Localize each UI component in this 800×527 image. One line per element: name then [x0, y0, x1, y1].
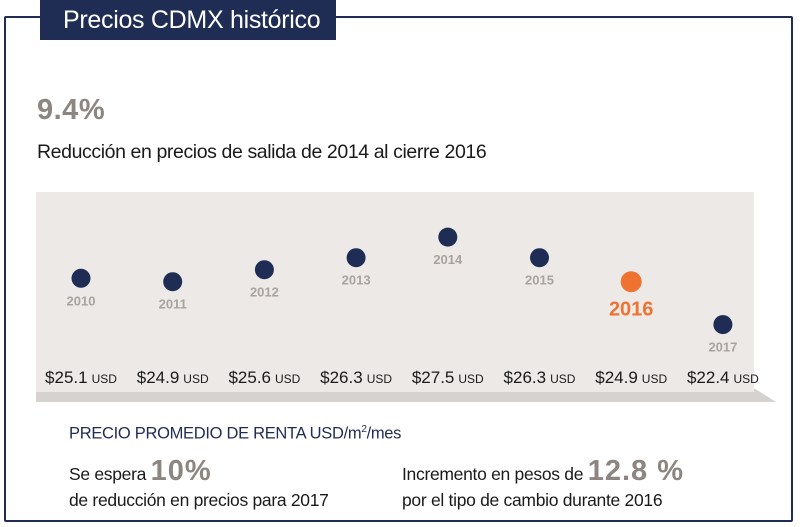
note-left-pre: Se espera	[69, 464, 147, 484]
year-label-2013: 2013	[342, 273, 371, 288]
value-label-2016: $24.9 USD	[595, 368, 667, 387]
note-left-highlight: 10%	[150, 455, 212, 487]
value-label-2014: $27.5 USD	[412, 368, 484, 387]
note-left-line2: de reducción en precios para 2017	[69, 490, 329, 510]
value-label-2013: $26.3 USD	[320, 368, 392, 387]
year-label-2014: 2014	[433, 252, 463, 267]
year-label-2010: 2010	[67, 293, 96, 308]
data-point-2016	[620, 271, 642, 293]
value-label-2017: $22.4 USD	[687, 368, 759, 387]
data-point-2011	[163, 272, 183, 292]
data-point-2013	[346, 248, 366, 268]
value-label-2012: $25.6 USD	[228, 368, 300, 387]
headline-percentage: 9.4%	[37, 94, 106, 126]
data-point-2015	[530, 248, 549, 268]
data-point-2017	[713, 315, 733, 335]
year-label-2011: 2011	[159, 297, 187, 312]
year-label-2012: 2012	[250, 285, 279, 300]
year-label-2016: 2016	[609, 299, 654, 321]
infographic-frame	[4, 16, 793, 522]
note-left: Se espera 10% de reducción en precios pa…	[69, 455, 329, 513]
headline-description: Reducción en precios de salida de 2014 a…	[37, 141, 487, 163]
chart-panel	[36, 192, 754, 392]
note-right-line2: por el tipo de cambio durante 2016	[402, 490, 663, 510]
data-point-2012	[254, 260, 274, 280]
value-label-2015: $26.3 USD	[504, 368, 576, 387]
note-right: Incremento en pesos de 12.8 % por el tip…	[402, 455, 685, 513]
note-right-pre: Incremento en pesos de	[402, 464, 584, 484]
data-point-2014	[438, 227, 458, 247]
data-point-2010	[71, 268, 91, 288]
chart-title: PRECIO PROMEDIO DE RENTA USD/m2/mes	[69, 424, 402, 443]
year-label-2015: 2015	[525, 273, 554, 288]
note-right-highlight: 12.8 %	[587, 455, 685, 487]
year-label-2017: 2017	[708, 340, 737, 355]
value-label-2010: $25.1 USD	[45, 368, 117, 387]
value-label-2011: $24.9 USD	[137, 368, 209, 387]
page-title: Precios CDMX histórico	[40, 0, 336, 40]
